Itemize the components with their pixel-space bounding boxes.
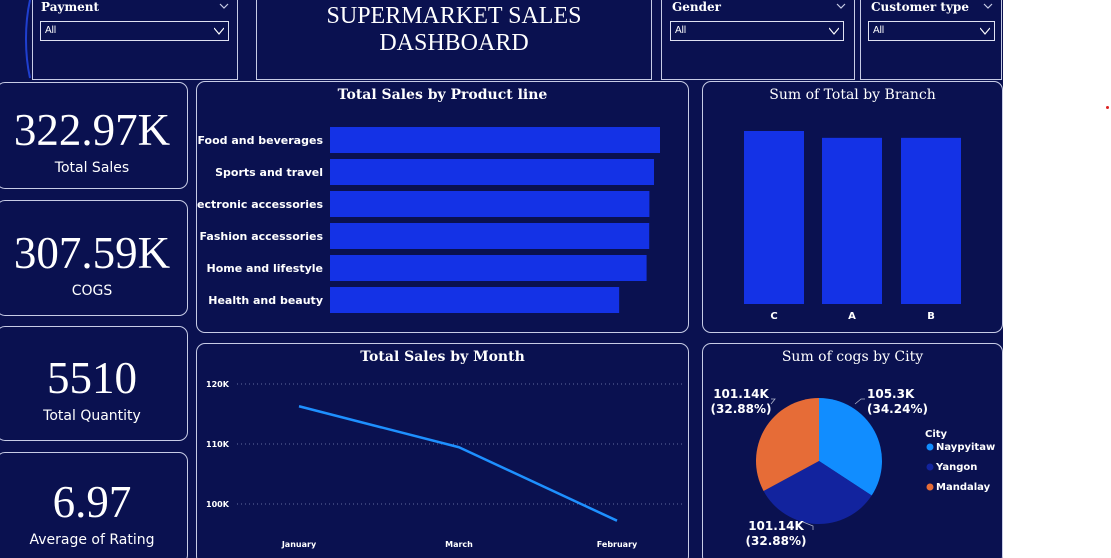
pie-data-label: 101.14K (32.88%) (711, 387, 772, 416)
chevron-down-icon[interactable] (836, 1, 846, 11)
chevron-down-icon[interactable] (983, 1, 993, 11)
pie-percent-label: (32.88%) (711, 402, 772, 416)
branch-bar (744, 131, 804, 304)
kpi-label: COGS (71, 283, 113, 299)
customer-type-dropdown[interactable]: All (868, 21, 995, 41)
kpi-label: Total Sales (54, 160, 130, 176)
product-line-category-label: Home and lifestyle (207, 262, 323, 275)
payment-dropdown-value: All (45, 25, 57, 36)
branch-category-label: C (770, 311, 777, 322)
pie-value-label: 101.14K (713, 387, 769, 401)
x-tick-label: February (597, 540, 638, 549)
data-label-leader (770, 398, 776, 405)
chevron-down-icon[interactable] (219, 1, 229, 11)
kpi-label: Total Quantity (43, 408, 141, 424)
product-line-category-label: Sports and travel (215, 166, 323, 179)
payment-slicer-title: Payment (41, 0, 100, 14)
kpi-value: 322.97K (13, 105, 171, 155)
gender-slicer: Gender All (661, 0, 855, 80)
kpi-card-cogs[interactable]: 307.59K COGS (0, 200, 188, 316)
branch-category-label: A (848, 311, 856, 322)
payment-slicer: Payment All (32, 0, 238, 80)
product-line-bar (330, 255, 647, 281)
corner-arc-decoration (24, 0, 31, 79)
product-line-bar (330, 127, 660, 153)
data-label-leader (854, 398, 865, 405)
product-line-category-label: Fashion accessories (200, 230, 324, 243)
customer-type-slicer-title: Customer type (871, 0, 969, 14)
chevron-down-icon (829, 27, 839, 35)
product-line-bar (330, 287, 620, 313)
payment-dropdown[interactable]: All (40, 21, 229, 41)
month-chart-card[interactable]: Total Sales by Month 100K 110K 120K January… (196, 343, 689, 558)
page-marker-dot (1106, 106, 1109, 109)
kpi-label: Average of Rating (29, 532, 155, 548)
kpi-card-total-quantity[interactable]: 5510 Total Quantity (0, 326, 188, 441)
legend-title: City (925, 429, 948, 440)
branch-category-label: B (927, 311, 935, 322)
pie-slice-yangon (763, 461, 872, 524)
product-line-chart-card[interactable]: Total Sales by Product line Food and bev… (196, 81, 689, 333)
pie-percent-label: (34.24%) (867, 402, 928, 416)
kpi-value: 307.59K (13, 228, 171, 278)
y-tick-label: 100K (206, 500, 230, 509)
chart-title: Total Sales by Month (360, 349, 525, 365)
product-line-bar (330, 223, 650, 249)
legend-marker (926, 483, 934, 491)
gender-slicer-title: Gender (672, 0, 721, 14)
y-tick-label: 120K (206, 380, 230, 389)
customer-type-slicer: Customer type All (860, 0, 1002, 80)
gender-dropdown-value: All (675, 25, 687, 36)
page-title: SUPERMARKET SALES DASHBOARD (326, 3, 582, 56)
chart-title: Sum of Total by Branch (769, 87, 936, 103)
product-line-category-label: Health and beauty (208, 294, 323, 307)
branch-bar (901, 137, 961, 304)
pie-value-label: 105.3K (867, 387, 915, 401)
legend-marker (926, 443, 934, 451)
pie-data-label: 105.3K (34.24%) (867, 387, 928, 416)
pie-slice-mandalay (756, 398, 819, 491)
product-line-bar (330, 159, 654, 185)
y-tick-label: 110K (206, 440, 230, 449)
kpi-value: 5510 (47, 353, 137, 403)
branch-bar (822, 137, 882, 304)
city-chart-card[interactable]: Sum of cogs by City 105.3K (34.24%) 101.14… (702, 343, 1003, 558)
chevron-down-icon (214, 27, 224, 35)
branch-chart-card[interactable]: Sum of Total by Branch C A B (702, 81, 1003, 333)
chevron-down-icon (980, 27, 990, 35)
legend-item-label: Yangon (935, 462, 977, 473)
month-line-chart: 100K 110K 120K January March February (206, 380, 683, 549)
kpi-card-average-rating[interactable]: 6.97 Average of Rating (0, 452, 188, 558)
data-label-leader (802, 521, 814, 530)
x-tick-label: March (445, 540, 473, 549)
city-pie-chart: 105.3K (34.24%)101.14K (32.88%)101.14K (32.… (711, 387, 996, 548)
gender-dropdown[interactable]: All (670, 21, 844, 41)
legend-item-label: Naypyitaw (936, 442, 995, 453)
product-line-category-label: Electronic accessories (197, 198, 323, 211)
legend-item-label: Mandalay (936, 482, 991, 493)
product-line-category-label: Food and beverages (197, 134, 323, 147)
kpi-card-total-sales[interactable]: 322.97K Total Sales (0, 82, 188, 189)
kpi-value: 6.97 (52, 477, 132, 527)
chart-title: Total Sales by Product line (337, 87, 548, 103)
dashboard-canvas: Payment All SUPERMARKET SALES DASHBOARD … (0, 0, 1003, 558)
pie-value-label: 101.14K (748, 519, 804, 533)
sales-line (298, 405, 618, 522)
x-tick-label: January (281, 540, 317, 549)
customer-type-dropdown-value: All (873, 25, 885, 36)
legend-marker (926, 463, 934, 471)
product-line-bar-chart: Food and beverages Sports and travel Elect… (197, 127, 660, 313)
product-line-bar (330, 191, 650, 217)
pie-slice-naypyitaw (819, 398, 882, 496)
pie-data-label: 101.14K (32.88%) (746, 519, 807, 548)
pie-percent-label: (32.88%) (746, 534, 807, 548)
chart-title: Sum of cogs by City (781, 349, 924, 365)
dashboard-title-box: SUPERMARKET SALES DASHBOARD (256, 0, 652, 80)
